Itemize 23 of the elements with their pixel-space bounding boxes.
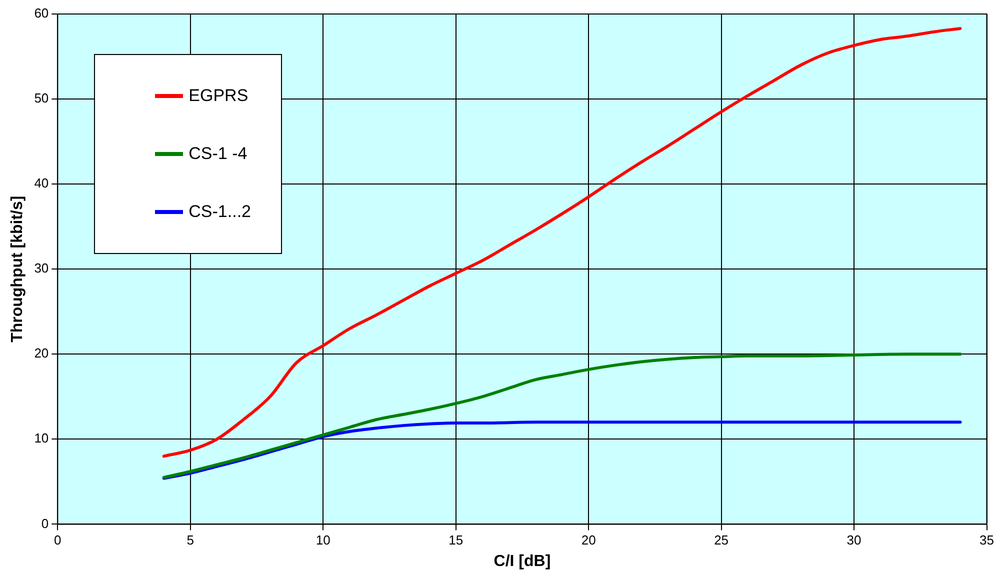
y-tick-label: 60 — [34, 6, 49, 21]
line-series — [162, 26, 962, 458]
y-tick-label: 30 — [34, 260, 49, 276]
x-tick-label: 20 — [581, 532, 596, 548]
x-tick-label: 0 — [54, 532, 62, 548]
line-series — [162, 352, 962, 479]
y-tick-label: 10 — [34, 430, 49, 446]
x-tick-label: 5 — [186, 532, 194, 548]
x-tick-label: 35 — [980, 532, 994, 548]
x-tick-label: 30 — [846, 532, 862, 548]
y-tick-label: 0 — [41, 516, 49, 531]
x-tick-label: 25 — [714, 532, 729, 548]
y-axis-title: Throughput [kbit/s] — [9, 196, 26, 342]
x-axis-title: C/I [dB] — [494, 552, 551, 570]
y-tick-label: 40 — [34, 176, 49, 191]
legend-label: EGPRS — [188, 86, 248, 106]
x-tick-label: 15 — [448, 532, 464, 548]
y-tick-label: 20 — [34, 346, 49, 361]
line-series — [162, 420, 962, 480]
legend-label: CS-1 -4 — [188, 144, 248, 164]
legend-label: CS-1...2 — [188, 202, 252, 222]
x-tick-label: 10 — [316, 532, 330, 548]
y-tick-label: 50 — [34, 90, 49, 106]
